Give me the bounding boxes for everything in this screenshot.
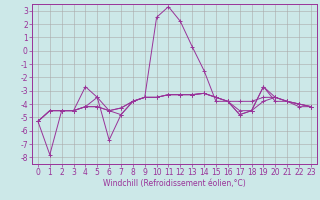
- X-axis label: Windchill (Refroidissement éolien,°C): Windchill (Refroidissement éolien,°C): [103, 179, 246, 188]
